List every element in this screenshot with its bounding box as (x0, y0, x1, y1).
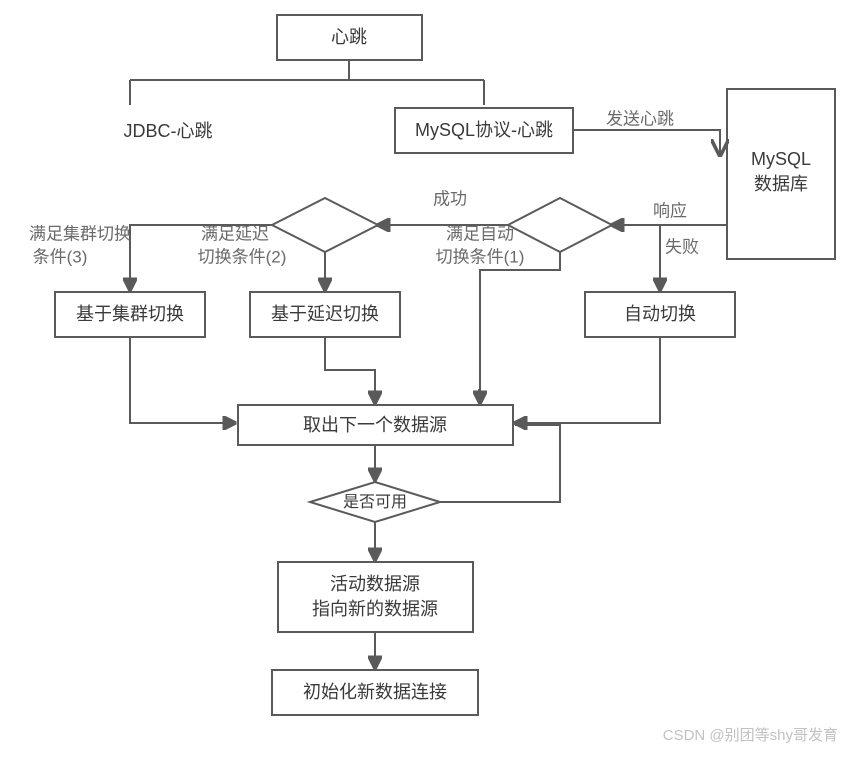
edge-fail: 失败 (612, 225, 699, 290)
edge-delay-to-next (325, 337, 375, 403)
node-init-conn: 初始化新数据连接 (272, 670, 478, 715)
node-auto-switch: 自动切换 (585, 292, 735, 337)
edge-response-label: 响应 (653, 201, 687, 220)
edge-cond1: 满足自动 切换条件(1) (436, 224, 560, 390)
edge-send-heartbeat: 发送心跳 (573, 109, 720, 155)
node-delay-switch-label: 基于延迟切换 (271, 304, 379, 324)
node-init-conn-label: 初始化新数据连接 (303, 682, 447, 702)
edge-cond1-label-a: 满足自动 (446, 224, 514, 243)
node-next-source-label: 取出下一个数据源 (303, 415, 447, 435)
edge-success: 成功 (378, 189, 508, 225)
edge-cond2: 满足延迟 切换条件(2) (198, 224, 325, 290)
node-mysql-db: MySQL 数据库 (727, 89, 835, 259)
edge-cond1-label-b: 切换条件(1) (436, 247, 525, 266)
node-decision-delay (272, 198, 378, 252)
edge-success-label: 成功 (433, 189, 467, 208)
edge-cond3-label-a: 满足集群切换 (29, 224, 131, 243)
node-mysql-proto-label: MySQL协议-心跳 (415, 120, 553, 140)
edge-cond3-label-b: 条件(3) (33, 247, 88, 266)
edge-response: 响应 (612, 201, 727, 225)
node-active-source: 活动数据源 指向新的数据源 (278, 562, 473, 632)
node-mysql-proto: MySQL协议-心跳 (395, 108, 573, 153)
node-available-label: 是否可用 (343, 494, 407, 511)
node-cluster-switch-label: 基于集群切换 (76, 304, 184, 324)
edge-fail-label: 失败 (665, 237, 699, 256)
node-active-source-label1: 活动数据源 (330, 574, 420, 594)
node-cluster-switch: 基于集群切换 (55, 292, 205, 337)
node-active-source-label2: 指向新的数据源 (312, 599, 438, 619)
edge-heartbeat-split (130, 60, 484, 105)
node-mysql-db-label2: 数据库 (754, 174, 808, 194)
edge-auto-to-next (515, 337, 660, 423)
node-jdbc-label: JDBC-心跳 (124, 121, 213, 141)
node-available: 是否可用 (310, 482, 440, 522)
node-heartbeat: 心跳 (277, 15, 422, 60)
node-auto-switch-label: 自动切换 (624, 304, 696, 324)
edge-send-heartbeat-label: 发送心跳 (606, 109, 674, 128)
node-decision-auto (508, 198, 612, 252)
edge-cond2-label-a: 满足延迟 (201, 224, 269, 243)
edge-cond2-label-b: 切换条件(2) (198, 247, 287, 266)
edge-available-loop (440, 425, 560, 502)
node-mysql-db-label1: MySQL (751, 149, 811, 169)
watermark: CSDN @别团等shy哥发育 (663, 726, 838, 744)
node-delay-switch: 基于延迟切换 (250, 292, 400, 337)
node-heartbeat-label: 心跳 (331, 27, 367, 47)
node-jdbc: JDBC-心跳 (124, 121, 213, 141)
node-next-source: 取出下一个数据源 (238, 405, 513, 445)
edge-cluster-to-next (130, 337, 235, 423)
